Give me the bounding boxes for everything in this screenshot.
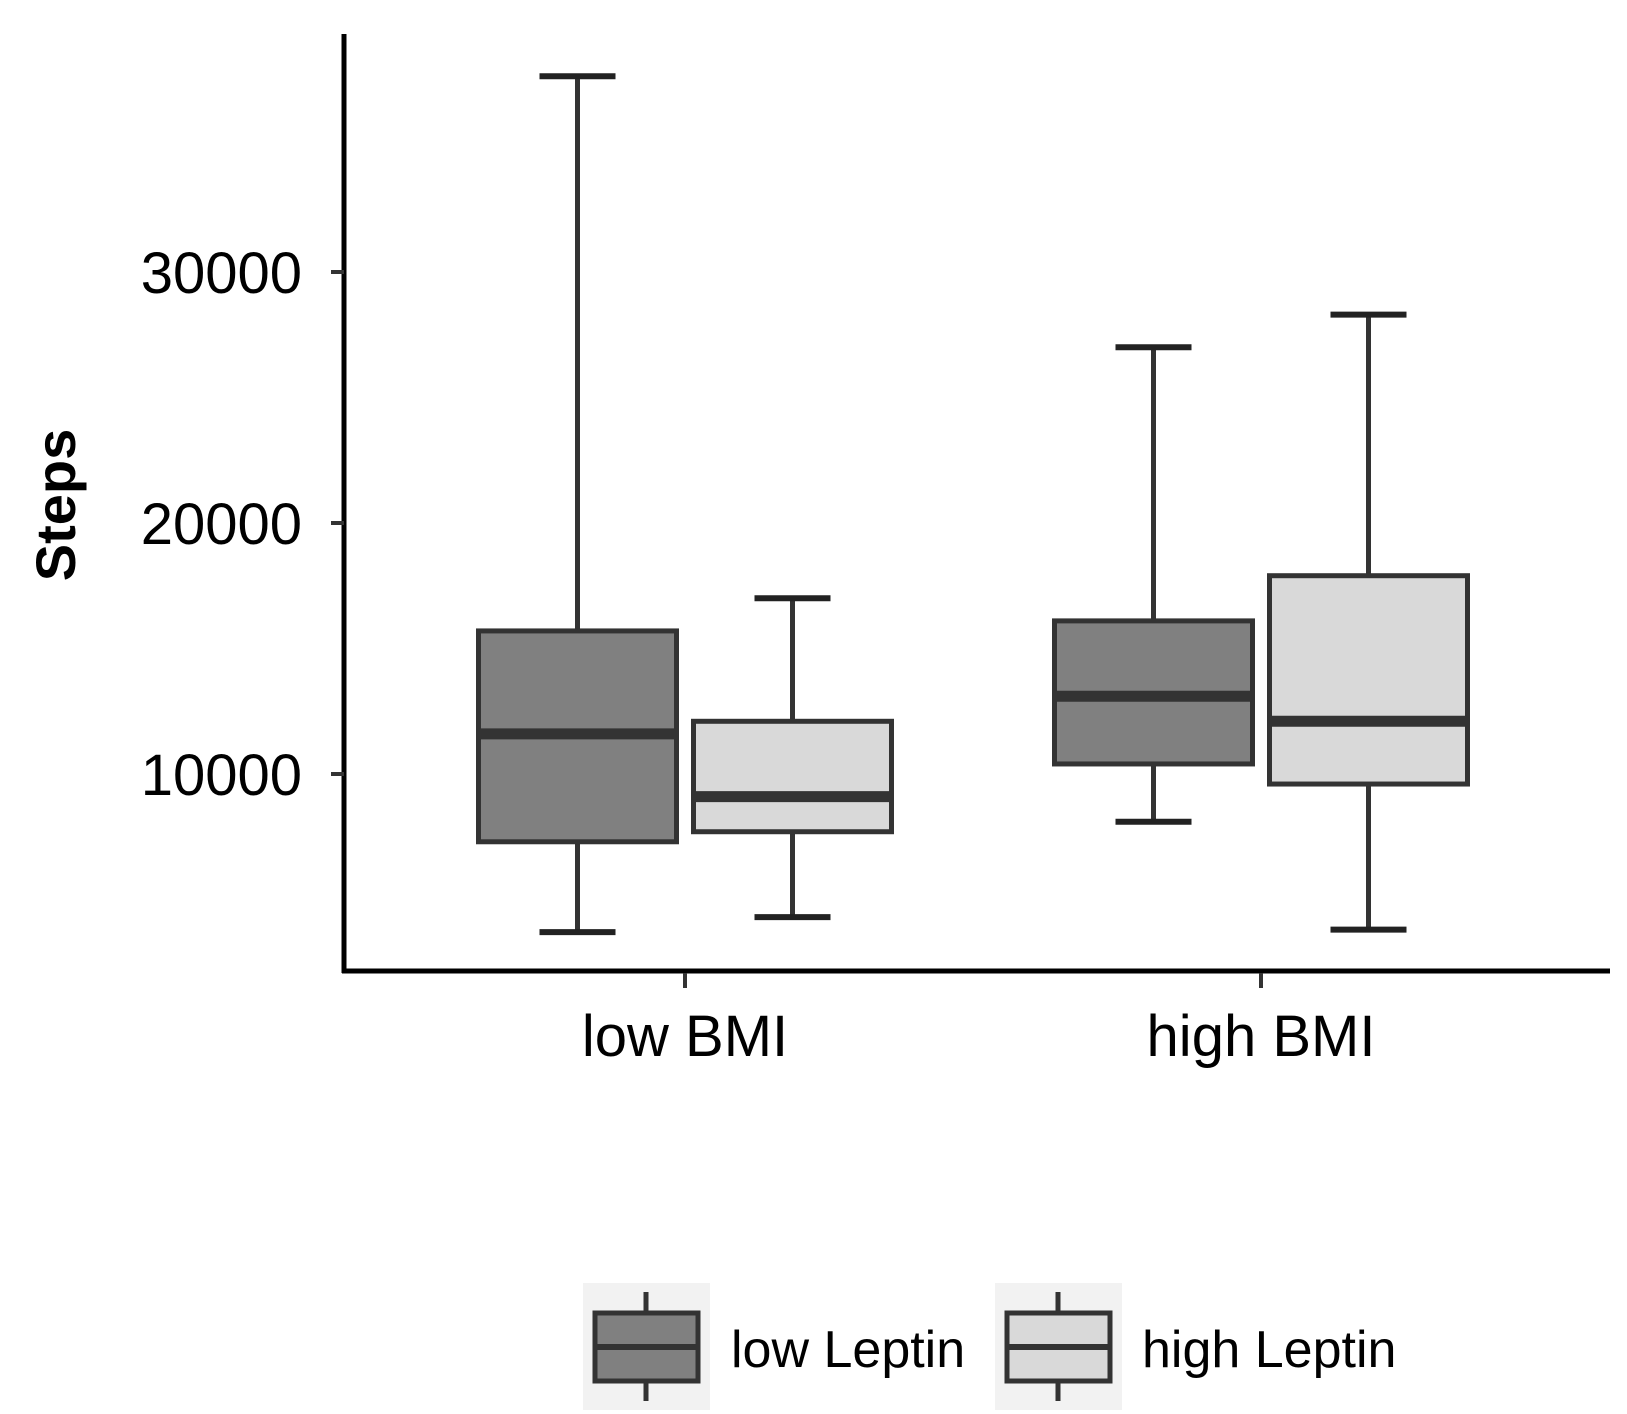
- box-high-leptin-low-bmi: [691, 595, 894, 921]
- plot-marks: [476, 73, 1470, 936]
- legend-label: high Leptin: [1142, 1321, 1396, 1379]
- box-low-leptin-low-bmi: [476, 73, 679, 936]
- y-tick-label: 10000: [141, 743, 302, 808]
- legend-item-high-leptin: high Leptin: [995, 1283, 1396, 1410]
- box-low-leptin-high-bmi: [1052, 344, 1255, 825]
- legend: low Leptin high Leptin: [583, 1283, 1396, 1410]
- box-body: [691, 718, 894, 835]
- x-tick-label: high BMI: [1147, 1004, 1376, 1069]
- y-axis-label: Steps: [24, 429, 87, 582]
- box-high-leptin-high-bmi: [1267, 311, 1470, 933]
- y-ticks: 10000 20000 30000: [141, 241, 344, 808]
- y-tick-label: 30000: [141, 241, 302, 306]
- legend-label: low Leptin: [731, 1321, 965, 1379]
- axes: 10000 20000 30000 low BMI high BMI Steps: [24, 34, 1610, 1069]
- legend-item-low-leptin: low Leptin: [583, 1283, 965, 1410]
- x-tick-label: low BMI: [582, 1004, 788, 1069]
- y-tick-label: 20000: [141, 492, 302, 557]
- box-body: [1267, 573, 1470, 787]
- x-ticks: low BMI high BMI: [582, 973, 1376, 1069]
